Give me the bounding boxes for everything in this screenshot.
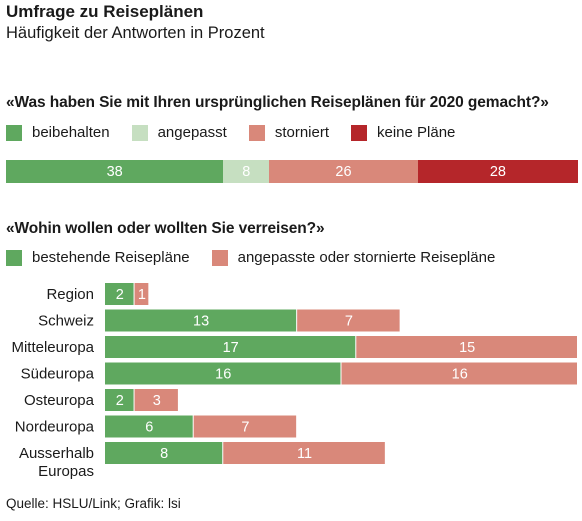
legend-swatch — [6, 124, 22, 141]
data-label: 3 — [153, 393, 161, 409]
legend-item: angepasst — [131, 124, 227, 141]
question-1: «Was haben Sie mit Ihren ursprünglichen … — [6, 94, 549, 111]
legend-1: beibehalten angepasst storniert keine Pläne — [6, 124, 477, 141]
category-label: Region — [46, 286, 94, 303]
bar — [105, 283, 134, 305]
legend-label: angepasst — [157, 124, 227, 141]
category-label: Osteuropa — [24, 392, 95, 409]
legend-item: angepasste oder stornierte Reisepläne — [211, 249, 496, 266]
data-label: 16 — [215, 367, 231, 383]
legend-swatch — [6, 249, 22, 266]
category-label: Europas — [38, 463, 94, 480]
question-2: «Wohin wollen oder wollten Sie verreisen… — [6, 220, 325, 237]
legend-swatch — [131, 124, 148, 141]
bar-segment: 8 — [223, 160, 270, 183]
category-label: Mitteleuropa — [11, 339, 94, 356]
bar — [105, 336, 356, 358]
category-label: Südeuropa — [21, 366, 95, 383]
bar-segment: 38 — [6, 160, 224, 183]
legend-label: angepasste oder stornierte Reisepläne — [237, 249, 496, 266]
category-label: Nordeuropa — [15, 419, 95, 436]
bar — [341, 362, 577, 385]
bar — [297, 309, 400, 332]
category-label: Ausserhalb — [19, 445, 94, 462]
bar-segment: 28 — [417, 160, 578, 183]
data-label: 16 — [452, 367, 468, 383]
data-label: 17 — [223, 340, 239, 356]
chart-subtitle: Häufigkeit der Antworten in Prozent — [6, 24, 265, 42]
bar — [105, 362, 341, 385]
data-label: 2 — [116, 393, 124, 409]
data-label: 1 — [138, 287, 146, 303]
data-label: 15 — [459, 340, 475, 356]
legend-label: storniert — [274, 124, 329, 141]
legend-item: storniert — [248, 124, 329, 141]
legend-2: bestehende Reisepläne angepasste oder sto… — [6, 249, 517, 266]
legend-item: bestehende Reisepläne — [6, 249, 190, 266]
legend-swatch — [351, 124, 367, 141]
data-label: 6 — [145, 420, 153, 436]
bar — [105, 415, 193, 438]
source-note: Quelle: HSLU/Link; Grafik: lsi — [6, 496, 181, 511]
data-label: 11 — [297, 446, 312, 462]
stacked-bar-2020-plans: 38 8 26 28 — [6, 160, 578, 183]
legend-swatch — [211, 249, 228, 266]
chart-title: Umfrage zu Reiseplänen — [6, 2, 204, 21]
bar — [356, 336, 577, 358]
bar — [134, 283, 149, 305]
bar — [193, 415, 297, 438]
bar — [134, 389, 178, 411]
category-label: Schweiz — [38, 313, 94, 330]
legend-swatch — [248, 124, 265, 141]
bar — [105, 442, 223, 464]
legend-label: beibehalten — [32, 124, 110, 141]
bar — [105, 309, 297, 332]
bar — [105, 389, 134, 411]
legend-item: beibehalten — [6, 124, 110, 141]
legend-label: bestehende Reisepläne — [32, 249, 190, 266]
data-label: 13 — [193, 314, 209, 330]
data-label: 8 — [160, 446, 168, 462]
bar — [223, 442, 385, 464]
legend-label: keine Pläne — [377, 124, 456, 141]
data-label: 2 — [116, 287, 124, 303]
data-label: 7 — [345, 314, 353, 330]
bar-segment: 26 — [269, 160, 418, 183]
data-label: 7 — [241, 420, 249, 436]
legend-item: keine Pläne — [351, 124, 455, 141]
